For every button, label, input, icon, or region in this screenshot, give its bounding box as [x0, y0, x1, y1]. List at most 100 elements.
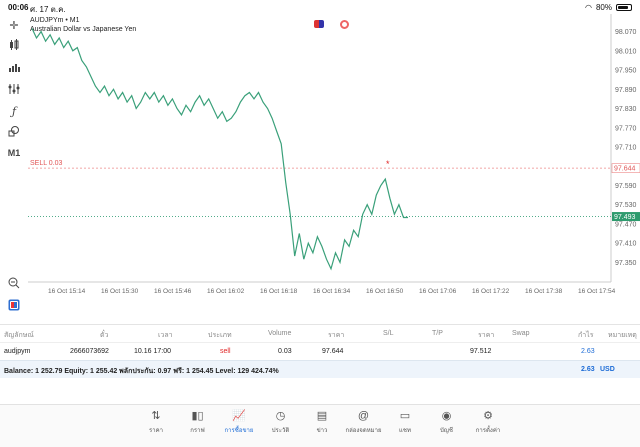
tab-0[interactable]: ⇅ ราคา — [136, 409, 176, 435]
tab-3[interactable]: ◷ ประวัติ — [261, 409, 301, 435]
y-tick-label: 97.710 — [615, 145, 637, 152]
crosshair-icon[interactable]: ✛ — [9, 19, 19, 32]
tab-label: ประวัติ — [271, 428, 290, 434]
battery-icon — [616, 4, 632, 11]
shapes-icon[interactable] — [6, 124, 22, 138]
timeframe-button[interactable]: M1 — [7, 148, 21, 158]
row-ticket: 2666073692 — [70, 348, 109, 355]
column-header[interactable]: Volume — [268, 330, 292, 337]
y-tick-label: 97.470 — [615, 221, 637, 228]
tab-label: การตั้งค่า — [475, 428, 501, 434]
balance-summary: Balance: 1 252.79 Equity: 1 255.42 พลักป… — [4, 368, 279, 375]
x-tick-label: 16 Oct 16:02 — [207, 288, 245, 295]
x-tick-label: 16 Oct 17:22 — [472, 288, 510, 295]
tab-label: กราฟ — [190, 428, 205, 434]
indicators-icon[interactable] — [6, 82, 22, 96]
wifi-icon: ◠ — [585, 3, 592, 12]
tab-2[interactable]: 📈 การซื้อขาย — [219, 409, 259, 435]
column-header[interactable]: S/L — [383, 330, 394, 337]
current-price-tag: 97.493 — [614, 214, 636, 221]
tab-label: แชท — [399, 428, 411, 434]
function-icon[interactable]: ƒ — [11, 104, 17, 118]
x-tick-label: 16 Oct 15:14 — [48, 288, 86, 295]
tab-5[interactable]: @ กล่องจดหมาย — [344, 409, 384, 435]
table-header: สัญลักษณ์ ตั๋ว เวลา ประเภท Volume ราคา S/L T/P ร… — [0, 324, 640, 342]
at-icon: @ — [357, 410, 370, 422]
trade-chart-icon: 📈 — [232, 410, 246, 422]
row-symbol: audjpym — [4, 348, 31, 355]
x-tick-label: 16 Oct 17:06 — [419, 288, 457, 295]
tab-label: กล่องจดหมาย — [345, 428, 382, 434]
y-tick-label: 97.530 — [615, 202, 637, 209]
x-tick-label: 16 Oct 16:50 — [366, 288, 404, 295]
tab-8[interactable]: ⚙ การตั้งค่า — [468, 409, 508, 435]
tab-1[interactable]: ▮▯ กราฟ — [178, 409, 218, 435]
candles-icon[interactable] — [6, 38, 22, 52]
chat-icon: ▭ — [399, 410, 411, 422]
column-header[interactable]: กำไร — [578, 332, 594, 339]
history-icon: ◷ — [275, 410, 286, 422]
arrows-up-down-icon: ⇅ — [151, 410, 161, 422]
y-tick-label: 97.830 — [615, 106, 637, 113]
order-marker-icon: * — [386, 159, 390, 169]
zoom-icon[interactable] — [6, 276, 22, 290]
tab-label: การซื้อขาย — [224, 428, 254, 434]
status-bar: 00:06 ศ. 17 ต.ค. ◠ 80% — [0, 0, 640, 14]
column-header[interactable]: Swap — [512, 330, 530, 337]
symbol-description: Australian Dollar vs Japanese Yen — [30, 26, 137, 33]
sell-order-label[interactable]: SELL 0.03 — [30, 160, 63, 167]
chart-overlay-icons — [314, 20, 349, 29]
one-click-icon[interactable] — [314, 20, 324, 28]
account-icon: ◉ — [441, 410, 452, 422]
column-header[interactable]: ราคา — [328, 332, 345, 339]
column-header[interactable]: ราคา — [478, 332, 495, 339]
y-tick-label: 97.410 — [615, 241, 637, 248]
gear-icon: ⚙ — [483, 410, 493, 422]
row-current-price: 97.512 — [470, 348, 492, 355]
tab-6[interactable]: ▭ แชท — [385, 409, 425, 435]
chart-canvas: 98.070 98.010 97.950 97.890 97.830 97.770 97.7… — [28, 14, 640, 295]
y-tick-label: 97.350 — [615, 260, 637, 267]
y-tick-label: 97.770 — [615, 125, 637, 132]
sell-price-tag: 97.644 — [614, 166, 636, 173]
tab-label: ข่าว — [316, 428, 328, 434]
total-profit: 2.63 — [581, 366, 595, 373]
column-header[interactable]: เวลา — [158, 332, 173, 339]
x-tick-label: 16 Oct 15:30 — [101, 288, 139, 295]
x-tick-label: 16 Oct 16:34 — [313, 288, 351, 295]
x-tick-label: 16 Oct 17:38 — [525, 288, 563, 295]
price-chart[interactable]: AUDJPYm • M1 Australian Dollar vs Japane… — [28, 14, 640, 324]
price-series-line — [31, 28, 408, 271]
status-right: ◠ 80% — [585, 3, 632, 12]
balance-row: Balance: 1 252.79 Equity: 1 255.42 พลักป… — [0, 360, 640, 378]
currency-label: USD — [600, 366, 615, 373]
tab-7[interactable]: ◉ บัญชี — [427, 409, 467, 435]
symbol-line: AUDJPYm • M1 — [30, 17, 80, 24]
row-time: 10.16 17:00 — [134, 348, 171, 355]
chart-toolbar: ✛ ƒ M1 — [0, 14, 28, 354]
column-header[interactable]: สัญลักษณ์ — [4, 332, 34, 339]
positions-table: สัญลักษณ์ ตั๋ว เวลา ประเภท Volume ราคา S/L T/P ร… — [0, 324, 640, 378]
column-header[interactable]: ตั๋ว — [100, 332, 109, 339]
y-tick-label: 98.070 — [615, 29, 637, 36]
column-header[interactable]: หมายเหตุ — [608, 332, 637, 339]
column-header[interactable]: T/P — [432, 330, 443, 337]
row-type: sell — [220, 348, 231, 355]
x-tick-label: 16 Oct 15:46 — [154, 288, 192, 295]
y-tick-label: 98.010 — [615, 48, 637, 55]
bars-icon[interactable] — [6, 60, 22, 74]
y-tick-label: 97.590 — [615, 183, 637, 190]
tab-4[interactable]: ▤ ข่าว — [302, 409, 342, 435]
row-profit: 2.63 — [581, 348, 595, 355]
x-tick-label: 16 Oct 16:18 — [260, 288, 298, 295]
x-tick-label: 16 Oct 17:54 — [578, 288, 616, 295]
signal-icon[interactable] — [340, 20, 349, 29]
column-header[interactable]: ประเภท — [208, 332, 232, 339]
bottom-tab-bar: ⇅ ราคา ▮▯ กราฟ 📈 การซื้อขาย ◷ ประวัติ ▤ ข่าว @ กล่อ… — [0, 404, 640, 447]
table-row[interactable]: audjpym 2666073692 10.16 17:00 sell 0.03… — [0, 342, 640, 360]
battery-percent: 80% — [595, 3, 612, 12]
tab-label: บัญชี — [440, 428, 453, 434]
tab-label: ราคา — [149, 428, 163, 434]
one-click-trading-icon[interactable] — [6, 298, 22, 312]
candles-icon: ▮▯ — [191, 410, 204, 422]
